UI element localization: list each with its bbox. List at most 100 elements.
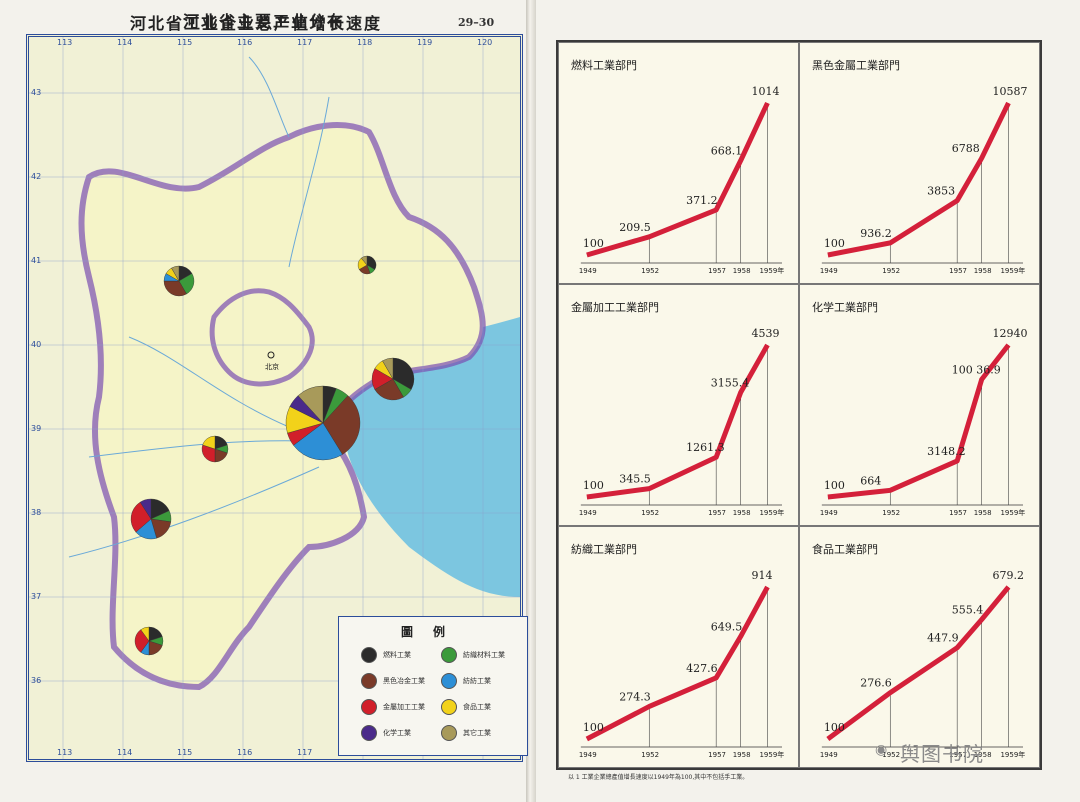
x-tick-label: 1952	[882, 751, 900, 759]
pie-slice	[130, 501, 152, 533]
legend-swatch	[441, 699, 457, 715]
lon-tick-top: 114	[117, 38, 133, 47]
data-label: 4539	[751, 327, 779, 340]
chart-page-title: 河北省工业企业总产值增长速度	[130, 14, 383, 33]
data-label: 100	[824, 237, 845, 250]
legend-label: 燃料工業	[383, 651, 411, 659]
x-tick-label: 1959年	[1000, 266, 1025, 275]
lon-tick-bottom: 115	[177, 748, 193, 757]
lon-tick-top: 118	[357, 38, 373, 47]
legend-swatch	[441, 725, 457, 741]
beijing-label: 北京	[265, 362, 279, 371]
data-label: 371.2	[686, 194, 718, 207]
lon-tick-top: 116	[237, 38, 253, 47]
chart-title: 紡織工業部門	[571, 542, 637, 556]
hebei-map: 北京	[29, 37, 520, 759]
legend-label: 食品工業	[463, 703, 491, 711]
hebei-province	[78, 122, 486, 691]
chart-title: 食品工業部門	[812, 542, 878, 556]
chart-title: 黑色金屬工業部門	[812, 58, 900, 72]
industry-pies	[130, 255, 415, 656]
lat-tick: 36	[31, 676, 42, 685]
data-label: 100	[583, 721, 604, 734]
lat-tick: 43	[31, 88, 42, 97]
data-label: 1261.3	[686, 441, 725, 454]
chart-panel: 紡織工業部門 100 274.3 427.6 649.5 914 1949 1952 1957 1…	[558, 526, 799, 768]
x-tick-label: 1959年	[759, 266, 784, 275]
lon-tick-bottom: 113	[57, 748, 73, 757]
x-tick-label: 1949	[579, 751, 597, 759]
pie-slice	[139, 498, 152, 520]
pie-slice	[201, 444, 216, 463]
legend-label: 紡織材料工業	[463, 651, 505, 659]
legend-item: 其它工業	[441, 725, 491, 741]
x-tick-label: 1957	[949, 267, 967, 275]
data-label: 649.5	[711, 620, 743, 633]
x-tick-label: 1959年	[759, 750, 784, 759]
legend-item: 食品工業	[441, 699, 491, 715]
growth-line-chart: 金屬加工工業部門 100 345.5 1261.3 3155.4 4539 1949 1952…	[571, 300, 784, 517]
lat-tick: 42	[31, 172, 42, 181]
chart-panel: 黑色金屬工業部門 100 936.2 3853 6788 10587 1949 1952 195…	[799, 42, 1040, 284]
data-label: 3155.4	[711, 376, 750, 389]
growth-line-chart: 紡織工業部門 100 274.3 427.6 649.5 914 1949 1952 1957 1…	[571, 542, 784, 759]
graticule	[29, 37, 520, 759]
data-label: 914	[751, 569, 772, 582]
pie-slice	[297, 385, 324, 424]
lon-tick-bottom: 116	[237, 748, 253, 757]
data-label: 345.5	[619, 473, 651, 486]
x-tick-label: 1949	[579, 509, 597, 517]
lat-tick: 38	[31, 508, 42, 517]
river	[248, 56, 290, 138]
legend-swatch	[441, 673, 457, 689]
x-tick-label: 1957	[708, 751, 726, 759]
x-tick-label: 1949	[820, 509, 838, 517]
map-frame: 北京 113 114 115 116 117 118 119 120 113 114 115 116 1…	[26, 34, 523, 762]
pie-slice	[140, 626, 150, 642]
growth-line	[586, 343, 770, 500]
growth-line	[586, 101, 770, 258]
x-tick-label: 1957	[949, 751, 967, 759]
pie-slice	[293, 422, 343, 461]
data-label: 276.6	[860, 677, 892, 690]
data-label: 100	[583, 479, 604, 492]
x-tick-label: 1952	[882, 509, 900, 517]
beijing-area	[209, 288, 315, 387]
x-tick-label: 1957	[949, 509, 967, 517]
lat-tick: 37	[31, 592, 42, 601]
lat-tick: 41	[31, 256, 42, 265]
x-tick-label: 1949	[820, 751, 838, 759]
legend-item: 紡紡工業	[441, 673, 491, 689]
data-label: 100	[824, 721, 845, 734]
x-tick-label: 1952	[641, 751, 659, 759]
data-label: 100	[583, 237, 604, 250]
x-tick-label: 1958	[974, 509, 992, 517]
data-label: 3853	[927, 185, 955, 198]
legend-label: 化学工業	[383, 729, 411, 737]
book-gutter	[526, 0, 536, 802]
x-tick-label: 1952	[641, 509, 659, 517]
lon-tick-top: 117	[297, 38, 313, 47]
pie-slice	[382, 357, 394, 380]
watermark: 舆图书院	[900, 742, 984, 766]
beijing-marker	[267, 351, 275, 359]
lat-tick: 39	[31, 424, 42, 433]
x-tick-label: 1959年	[1000, 750, 1025, 759]
data-label: 10587	[992, 85, 1027, 98]
footnote: 以 1 工業企業總產值增長速度以1949年為100,其中不包括手工業。	[568, 774, 749, 781]
river	[68, 466, 320, 558]
legend-swatch	[361, 673, 377, 689]
legend-label: 其它工業	[463, 729, 491, 737]
x-tick-label: 1952	[882, 267, 900, 275]
pie-slice	[360, 255, 368, 266]
pie-slice	[374, 378, 404, 401]
x-tick-label: 1958	[733, 509, 751, 517]
page-number: 29–30	[458, 16, 495, 29]
growth-line-chart: 化学工業部門 100 664 3148.2 100 36.9 12940 1949 1952 1…	[812, 300, 1027, 517]
lon-tick-top: 119	[417, 38, 433, 47]
river	[288, 96, 330, 268]
chart-title: 金屬加工工業部門	[571, 300, 659, 314]
chart-title: 化学工業部門	[812, 300, 878, 314]
map-legend: 圖例 燃料工業 紡織材料工業 黑色冶金工業 紡紡工業 金屬加工工業 食品工業 化学工業 其它工…	[338, 616, 528, 756]
pie-slice	[171, 265, 180, 282]
